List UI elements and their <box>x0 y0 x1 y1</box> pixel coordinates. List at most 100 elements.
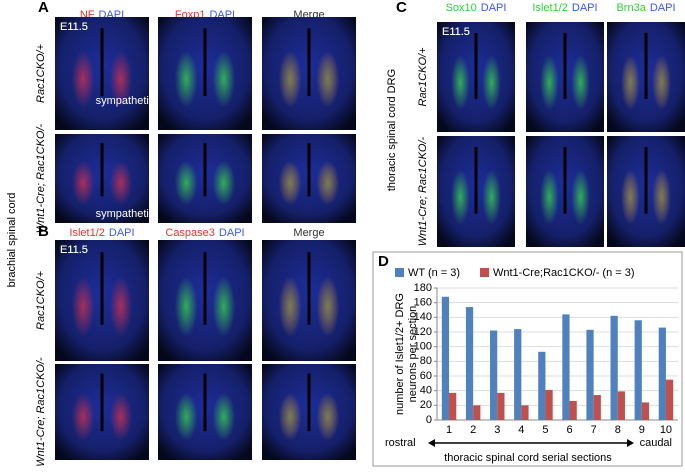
bar <box>490 330 498 420</box>
y-tick-label: 100 <box>414 341 432 353</box>
stage-label: E11.5 <box>60 244 88 256</box>
bar <box>562 314 570 420</box>
signal <box>278 160 302 206</box>
signal <box>540 169 559 225</box>
signal <box>278 392 302 441</box>
x-tick-label: 9 <box>639 424 645 436</box>
signal <box>316 276 340 337</box>
signal <box>316 392 340 441</box>
signal <box>109 392 133 441</box>
side-label: brachial spinal cord <box>6 193 18 288</box>
header-word: Caspase3 <box>165 227 215 239</box>
x-tick-label: 1 <box>446 424 452 436</box>
y-axis-label: number of Islet1/2+ DRG <box>394 293 406 415</box>
signal <box>571 169 590 225</box>
header-word: DAPI <box>219 227 245 239</box>
bar <box>658 327 666 420</box>
x-end-label: caudal <box>640 437 672 449</box>
signal <box>652 169 671 225</box>
stage-label: E11.5 <box>60 21 88 33</box>
legend-swatch <box>480 268 489 277</box>
bar <box>473 405 481 420</box>
bar <box>665 379 674 420</box>
signal <box>212 392 236 441</box>
side-label: thoracic spinal cord DRG <box>386 69 398 191</box>
bar <box>545 389 553 420</box>
signal <box>278 50 302 108</box>
signal <box>109 276 133 337</box>
row-label: Rac1CKO/+ <box>35 43 47 103</box>
bar <box>617 391 625 420</box>
x-tick-label: 4 <box>518 424 524 436</box>
bar <box>449 392 457 420</box>
header-word: Islet1/2 <box>69 227 104 239</box>
column-header: Islet1/2 DAPI <box>69 227 134 239</box>
signal <box>316 50 340 108</box>
signal <box>174 392 198 441</box>
signal <box>71 392 95 441</box>
x-tick-label: 2 <box>470 424 476 436</box>
x-tick-label: 8 <box>615 424 621 436</box>
header-word: DAPI <box>481 2 507 14</box>
x-tick-label: 6 <box>566 424 572 436</box>
y-tick-label: 120 <box>414 326 432 338</box>
panel-letter: A <box>38 0 49 16</box>
signal <box>174 160 198 206</box>
row-label: Wnt1-Cre; Rac1CKO/- <box>35 123 47 233</box>
header-word: DAPI <box>650 2 676 14</box>
row-label: Rac1CKO/+ <box>35 270 47 330</box>
bar <box>441 296 450 420</box>
bar <box>538 351 546 420</box>
y-tick-label: 140 <box>414 311 432 323</box>
column-header: Caspase3 DAPI <box>165 227 244 239</box>
annotation: sympathetic <box>96 208 155 220</box>
y-tick-label: 60 <box>420 370 432 382</box>
bar <box>569 400 577 420</box>
row-label: Wnt1-Cre; Rac1CKO/- <box>417 136 429 246</box>
bar <box>610 315 618 420</box>
bar <box>641 402 650 420</box>
y-tick-label: 180 <box>414 282 432 294</box>
signal <box>212 276 236 337</box>
panel-letter: D <box>378 253 389 270</box>
y-tick-label: 20 <box>420 399 432 411</box>
signal <box>71 160 95 206</box>
y-tick-label: 0 <box>426 414 432 426</box>
stage-label: E11.5 <box>60 21 88 33</box>
signal <box>278 276 302 337</box>
row-label: Wnt1-Cre; Rac1CKO/- <box>35 357 47 467</box>
legend-label: WT (n = 3) <box>408 267 460 279</box>
column-header: Sox10 DAPI <box>446 2 507 14</box>
header-word: DAPI <box>109 227 135 239</box>
x-tick-label: 3 <box>494 424 500 436</box>
stage-label: E11.5 <box>442 26 470 38</box>
header-word: Merge <box>293 227 324 239</box>
header-word: Islet1/2 <box>532 2 567 14</box>
bar <box>586 329 594 420</box>
x-axis-label: thoracic spinal cord serial sections <box>444 452 612 464</box>
signal <box>212 160 236 206</box>
signal <box>571 55 590 110</box>
chart-frame <box>372 251 683 467</box>
row-label: Rac1CKO/+ <box>417 47 429 107</box>
x-tick-label: 5 <box>542 424 548 436</box>
bar <box>634 320 642 420</box>
signal <box>652 55 671 110</box>
header-word: Sox10 <box>446 2 477 14</box>
stage-label: E11.5 <box>60 244 88 256</box>
signal <box>482 55 501 110</box>
x-start-label: rostral <box>385 437 416 449</box>
stage-label: E11.5 <box>442 26 470 38</box>
header-word: DAPI <box>572 2 598 14</box>
column-header: Brn3a DAPI <box>616 2 675 14</box>
annotation: sympathetic <box>96 95 155 107</box>
panel-letter: B <box>38 223 49 240</box>
y-tick-label: 40 <box>420 385 432 397</box>
signal <box>71 276 95 337</box>
signal <box>482 169 501 225</box>
header-word: Brn3a <box>616 2 646 14</box>
bar <box>497 392 505 420</box>
legend-label: Wnt1-Cre;Rac1CKO/- (n = 3) <box>493 267 635 279</box>
column-header: Islet1/2 DAPI <box>532 2 597 14</box>
